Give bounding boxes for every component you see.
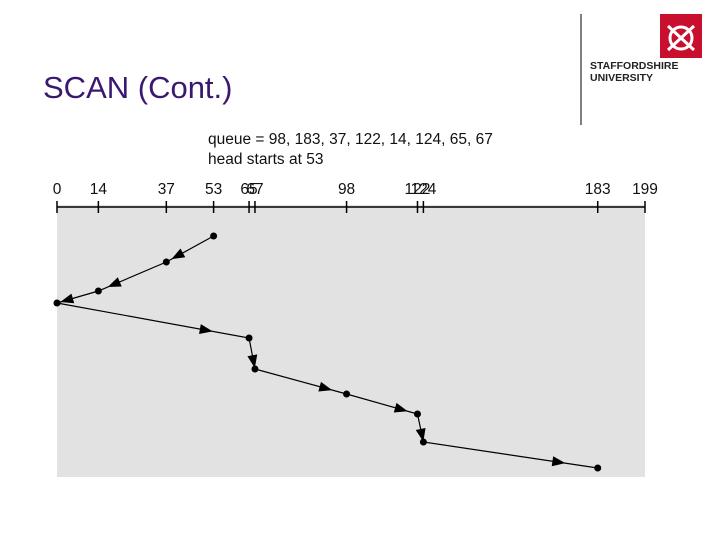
head-position — [419, 438, 427, 446]
head-position — [94, 287, 102, 295]
head-position — [594, 464, 602, 472]
arrowhead — [171, 248, 186, 260]
x-tick-label: 14 — [90, 181, 108, 198]
head-position — [210, 232, 218, 240]
x-tick-label: 65 — [240, 181, 257, 198]
head-position — [162, 258, 170, 266]
x-tick-label: 183 — [585, 181, 611, 198]
arrowhead — [199, 324, 213, 334]
x-tick-label: 67 — [246, 181, 263, 198]
arrowhead — [318, 381, 333, 392]
head-position — [245, 334, 253, 342]
arrowhead — [415, 427, 426, 442]
slide-title: SCAN (Cont.) — [43, 70, 232, 105]
scan-path-line — [56, 235, 598, 469]
head-position — [251, 365, 259, 373]
x-tick-label: 122 — [405, 181, 431, 198]
arrowhead — [107, 277, 122, 287]
arrowhead — [60, 293, 75, 304]
x-tick-label: 53 — [205, 181, 222, 198]
arrowhead — [551, 456, 566, 467]
annotation: head starts at 53 — [208, 151, 323, 168]
x-tick-label: 37 — [158, 181, 175, 198]
x-tick-label: 0 — [53, 181, 62, 198]
x-tick-label: 124 — [410, 181, 436, 198]
head-position — [53, 299, 61, 307]
x-tick-label: 199 — [632, 181, 658, 198]
plot-background — [57, 205, 645, 477]
logo-emblem — [660, 14, 702, 58]
logo-text: STAFFORDSHIRE — [590, 60, 678, 72]
x-tick-label: 98 — [338, 181, 355, 198]
head-position — [413, 410, 421, 418]
head-position — [343, 390, 351, 398]
annotation: queue = 98, 183, 37, 122, 14, 124, 65, 6… — [208, 131, 493, 148]
arrowhead — [393, 402, 408, 413]
arrowhead — [247, 354, 258, 369]
logo-text: UNIVERSITY — [590, 72, 653, 84]
